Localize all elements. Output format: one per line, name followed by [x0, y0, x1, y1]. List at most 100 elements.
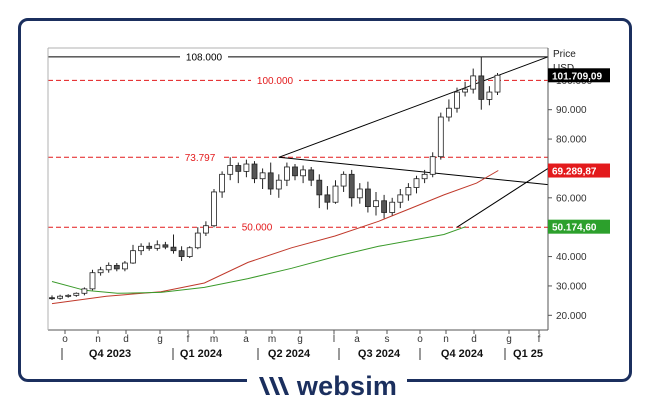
month-label: n — [95, 334, 101, 345]
candle-body — [235, 165, 242, 172]
candle-body — [389, 201, 396, 213]
candle-body — [445, 107, 452, 118]
y-axis-title: Price — [553, 49, 576, 60]
y-tick-label: 20.000 — [556, 311, 587, 322]
candle-body — [437, 116, 444, 158]
brand-name: websim — [296, 370, 398, 401]
candle-body — [413, 178, 420, 188]
candle-body — [470, 75, 477, 90]
candle-body — [373, 200, 379, 208]
month-label: g — [157, 334, 163, 345]
candle-body — [283, 166, 290, 181]
quarter-label: Q1 25 — [513, 348, 543, 360]
candle-body — [486, 91, 493, 100]
trendline — [278, 56, 549, 158]
candle-body — [194, 232, 201, 249]
quarter-label: Q3 2024 — [358, 348, 401, 360]
moving-average-line — [51, 226, 466, 294]
trendline — [278, 156, 549, 186]
candle-body — [81, 288, 88, 294]
candle-body — [356, 188, 363, 199]
price-tag — [548, 219, 610, 234]
month-label: s — [385, 334, 390, 345]
month-label: o — [62, 334, 68, 345]
candle-body — [113, 264, 120, 270]
month-label: o — [417, 334, 423, 345]
level-label: 100.000 — [257, 76, 294, 87]
candle-body — [186, 247, 193, 257]
level-label-bg — [179, 151, 221, 163]
month-label: n — [443, 334, 449, 345]
y-tick-label: 80.000 — [556, 135, 587, 146]
candle-body — [138, 245, 145, 252]
candle-body — [324, 194, 331, 203]
candle-body — [259, 172, 266, 180]
candle-body — [178, 250, 185, 257]
candle-body — [381, 200, 388, 213]
month-label: m — [268, 334, 276, 345]
month-label: f — [538, 334, 541, 345]
y-tick-label: 90.000 — [556, 105, 587, 116]
candle-body — [130, 250, 136, 264]
level-label: 108.000 — [186, 52, 223, 63]
y-tick-label: 30.000 — [556, 281, 587, 292]
month-label: g — [506, 334, 512, 345]
quarter-label: Q4 2024 — [441, 348, 484, 360]
candle-body — [49, 297, 55, 300]
candle-body — [397, 194, 404, 203]
candle-body — [454, 91, 460, 109]
candle-body — [73, 292, 80, 296]
quarter-label: Q1 2024 — [180, 348, 223, 360]
candle-body — [162, 244, 169, 248]
candle-body — [462, 88, 469, 93]
price-tag-label: 101.709,09 — [552, 71, 602, 82]
candle-body — [251, 163, 258, 180]
candle-body — [316, 179, 323, 196]
brand-footer: websim — [0, 368, 654, 404]
candle-body — [308, 169, 315, 181]
price-tag — [548, 163, 610, 178]
price-tag-label: 50.174,60 — [552, 223, 597, 234]
month-label: a — [354, 334, 360, 345]
candle-body — [267, 172, 274, 190]
websim-logo-icon — [258, 377, 289, 395]
candle-body — [275, 179, 282, 190]
candle-body — [89, 272, 96, 290]
level-label-bg — [236, 221, 278, 233]
level-label-bg — [251, 74, 299, 86]
candle-body — [211, 191, 217, 227]
quarter-label: Q4 2023 — [89, 348, 131, 360]
candle-body — [105, 264, 112, 271]
candle-body — [227, 165, 234, 175]
candle-body — [332, 185, 339, 203]
level-label: 73.797 — [185, 153, 216, 164]
month-label: l — [333, 334, 335, 345]
candle-body — [405, 187, 412, 196]
candle-body — [494, 74, 501, 93]
candle-body — [421, 173, 428, 180]
month-label: d — [471, 334, 477, 345]
candle-body — [292, 166, 298, 177]
price-tag — [548, 68, 610, 83]
month-label: m — [210, 334, 218, 345]
candle-body — [122, 262, 128, 270]
candle-body — [57, 295, 63, 299]
y-tick-label: 40.000 — [556, 252, 587, 263]
candle-body — [219, 173, 226, 193]
candle-body — [340, 173, 347, 187]
candle-body — [364, 188, 371, 208]
candle-body — [243, 163, 250, 172]
candle-body — [202, 225, 209, 234]
trendline — [456, 168, 549, 228]
candle-body — [429, 156, 436, 175]
candle-body — [146, 245, 153, 249]
candle-body — [478, 75, 485, 100]
month-label: f — [187, 334, 190, 345]
month-label: g — [297, 334, 303, 345]
candle-body — [154, 244, 161, 249]
level-label: 50.000 — [242, 223, 273, 234]
candle-body — [348, 173, 355, 199]
candle-body — [97, 269, 104, 274]
level-label-bg — [180, 50, 228, 62]
